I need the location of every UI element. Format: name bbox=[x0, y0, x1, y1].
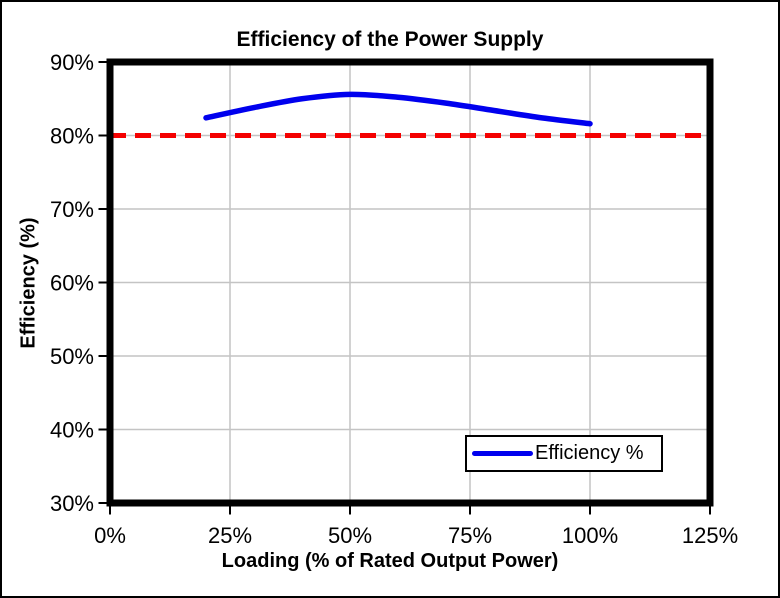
x-tick-label: 0% bbox=[94, 523, 126, 548]
x-axis-title: Loading (% of Rated Output Power) bbox=[221, 550, 559, 572]
legend: Efficiency % bbox=[465, 435, 663, 472]
x-tick-label: 100% bbox=[562, 523, 618, 548]
y-tick-label: 90% bbox=[50, 50, 94, 75]
efficiency-curve bbox=[203, 91, 593, 127]
y-tick-label: 30% bbox=[50, 491, 94, 516]
plot-border bbox=[106, 58, 714, 507]
legend-label: Efficiency % bbox=[535, 442, 644, 464]
x-tick-label: 125% bbox=[682, 523, 738, 548]
y-tick-label: 60% bbox=[50, 271, 94, 296]
legend-line-swatch bbox=[472, 451, 533, 456]
chart-title: Efficiency of the Power Supply bbox=[236, 28, 544, 51]
x-tick-label: 75% bbox=[448, 523, 492, 548]
y-tick-label: 80% bbox=[50, 124, 94, 149]
y-axis-title: Efficiency (%) bbox=[17, 217, 40, 349]
y-tick-label: 50% bbox=[50, 344, 94, 369]
y-tick-label: 70% bbox=[50, 197, 94, 222]
x-tick-label: 25% bbox=[208, 523, 252, 548]
x-tick-label: 50% bbox=[328, 523, 372, 548]
y-tick-label: 40% bbox=[50, 418, 94, 443]
